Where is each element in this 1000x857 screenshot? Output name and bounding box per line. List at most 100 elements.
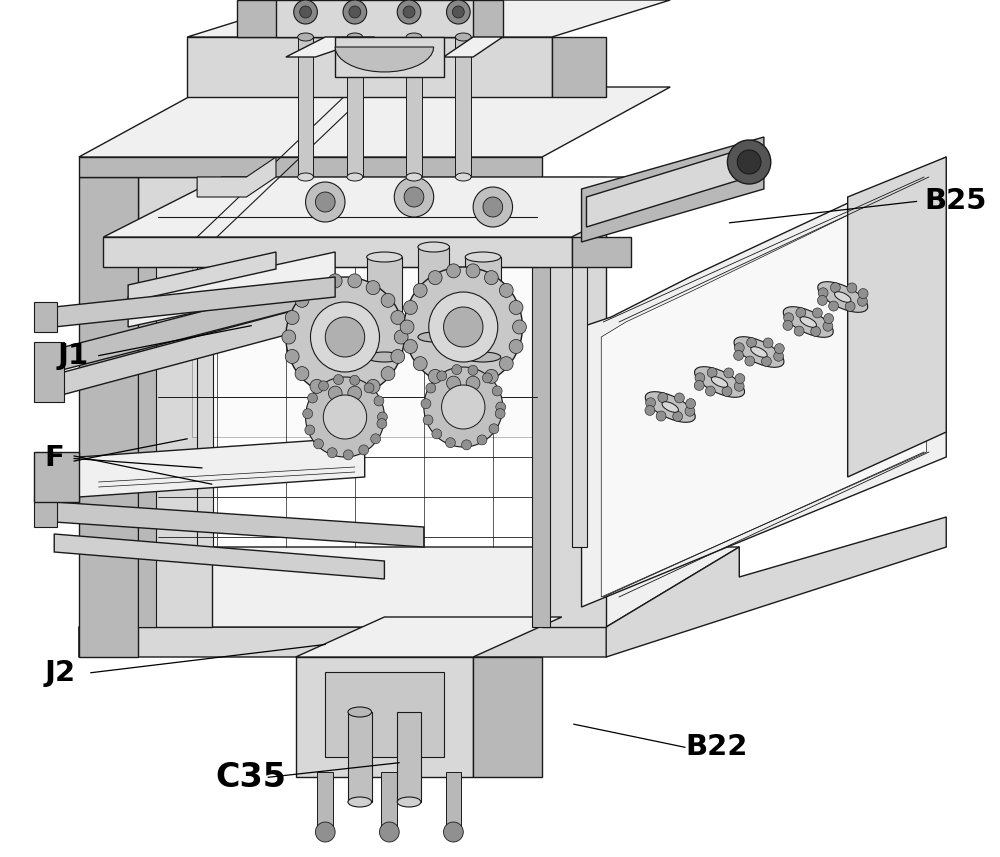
Polygon shape [296,657,473,777]
Bar [335,297,355,377]
Polygon shape [79,547,739,627]
Bar [465,257,501,357]
Circle shape [794,326,804,336]
Circle shape [468,365,478,375]
Circle shape [397,0,421,24]
Circle shape [285,310,299,325]
Circle shape [492,386,502,396]
Circle shape [306,377,384,457]
Circle shape [404,339,417,353]
Bar [298,37,313,177]
Circle shape [824,314,834,324]
Circle shape [473,187,513,227]
Circle shape [734,381,744,392]
Circle shape [379,822,399,842]
Circle shape [462,440,471,450]
Polygon shape [187,0,670,37]
Circle shape [391,350,405,363]
Polygon shape [473,657,542,777]
Circle shape [646,398,656,408]
Circle shape [295,293,309,308]
Polygon shape [103,237,572,267]
Circle shape [323,395,367,439]
Circle shape [499,357,513,370]
Circle shape [447,264,460,278]
Polygon shape [79,437,365,497]
Circle shape [774,351,784,362]
Ellipse shape [835,291,851,303]
Bar [317,772,333,827]
Circle shape [310,280,324,295]
Bar [446,772,461,827]
Polygon shape [128,252,276,302]
Ellipse shape [418,242,449,252]
Ellipse shape [298,33,313,41]
Circle shape [413,284,427,297]
Circle shape [315,822,335,842]
Circle shape [308,393,317,403]
Ellipse shape [418,332,449,342]
Circle shape [685,406,695,417]
Circle shape [477,434,487,445]
Circle shape [818,288,828,297]
Circle shape [452,6,464,18]
Circle shape [391,310,405,325]
Circle shape [783,321,793,331]
Circle shape [509,301,523,315]
Circle shape [403,6,415,18]
Circle shape [426,383,436,393]
Circle shape [823,321,833,331]
Circle shape [513,320,526,334]
Circle shape [811,327,821,337]
Ellipse shape [347,173,363,181]
Polygon shape [197,157,276,197]
Circle shape [444,822,463,842]
Circle shape [285,350,299,363]
Ellipse shape [406,33,422,41]
Polygon shape [187,37,552,97]
Ellipse shape [800,317,816,327]
Circle shape [421,399,431,409]
Circle shape [674,393,684,403]
Circle shape [366,280,380,295]
Circle shape [428,271,442,285]
Circle shape [737,150,761,174]
Bar [418,247,449,337]
Circle shape [761,357,771,367]
Circle shape [812,308,822,318]
Circle shape [734,343,744,353]
Circle shape [349,6,361,18]
Circle shape [424,367,503,447]
Circle shape [727,140,771,184]
Circle shape [328,387,342,400]
Circle shape [694,381,704,391]
Circle shape [306,182,345,222]
Circle shape [707,368,717,378]
Circle shape [645,405,655,416]
Circle shape [377,418,387,428]
Polygon shape [79,157,542,177]
Circle shape [686,399,696,409]
Circle shape [413,357,427,370]
Circle shape [300,6,311,18]
Polygon shape [34,302,57,332]
Circle shape [442,385,485,429]
Bar [347,37,363,177]
Circle shape [735,374,745,384]
Ellipse shape [347,33,363,41]
Text: B22: B22 [685,734,747,761]
Ellipse shape [455,173,471,181]
Circle shape [303,409,313,419]
Circle shape [366,380,380,393]
Circle shape [734,351,744,361]
Circle shape [374,396,384,406]
Circle shape [400,320,414,334]
Polygon shape [335,47,434,72]
Circle shape [496,402,506,412]
Polygon shape [552,37,606,97]
Polygon shape [586,147,749,227]
Bar [406,37,422,177]
Circle shape [858,289,868,298]
Polygon shape [79,87,670,157]
Bar [532,267,550,627]
